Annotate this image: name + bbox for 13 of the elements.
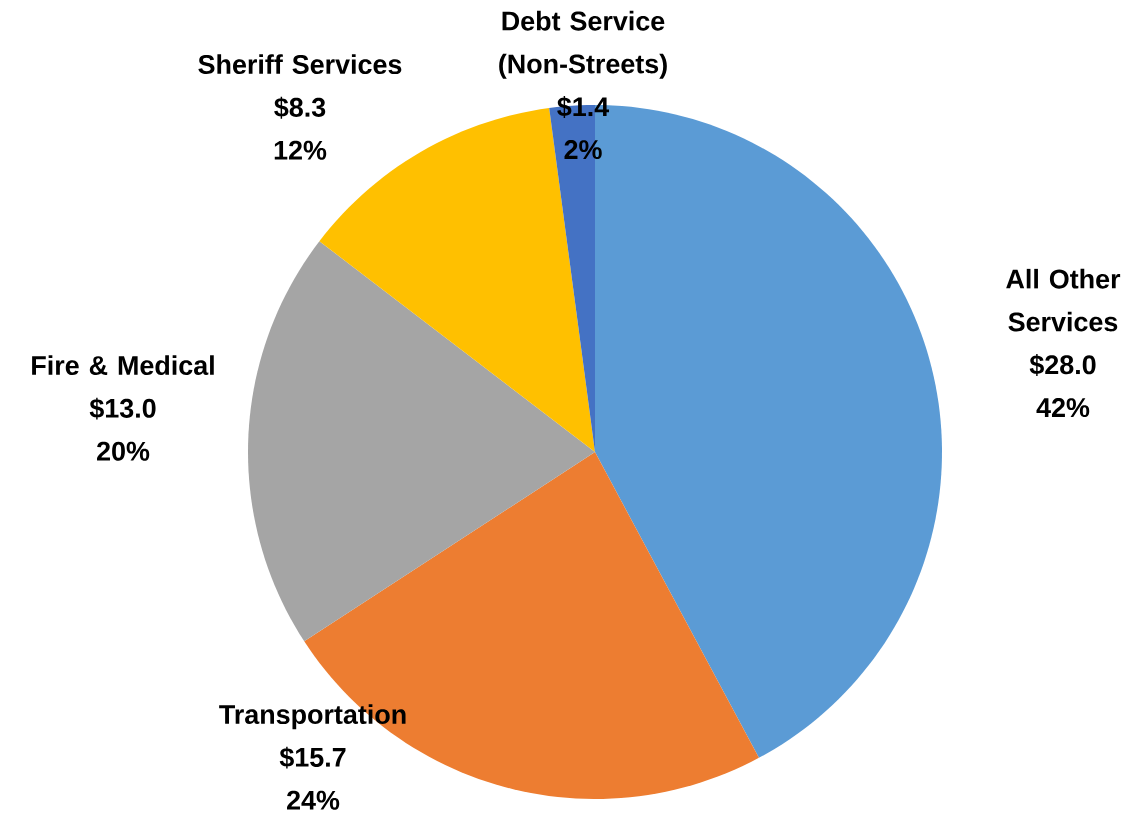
text: 20% <box>97 441 150 461</box>
slice-label: Fire & Medical <box>32 355 214 376</box>
slice-label: Debt Service (Non-Streets) <box>499 10 667 79</box>
slice-label: All Other Services <box>1006 268 1121 332</box>
data-label: $28.0 <box>1029 354 1096 377</box>
data-label: $8.3 <box>274 96 326 119</box>
text: 2% <box>564 140 602 160</box>
slice-label: Sheriff Services <box>198 54 402 75</box>
data-label: $13.0 <box>89 397 156 420</box>
data-label: $15.7 <box>279 746 346 769</box>
text: 12% <box>274 140 327 160</box>
text: 42% <box>1036 398 1090 418</box>
text: 24% <box>287 790 340 810</box>
